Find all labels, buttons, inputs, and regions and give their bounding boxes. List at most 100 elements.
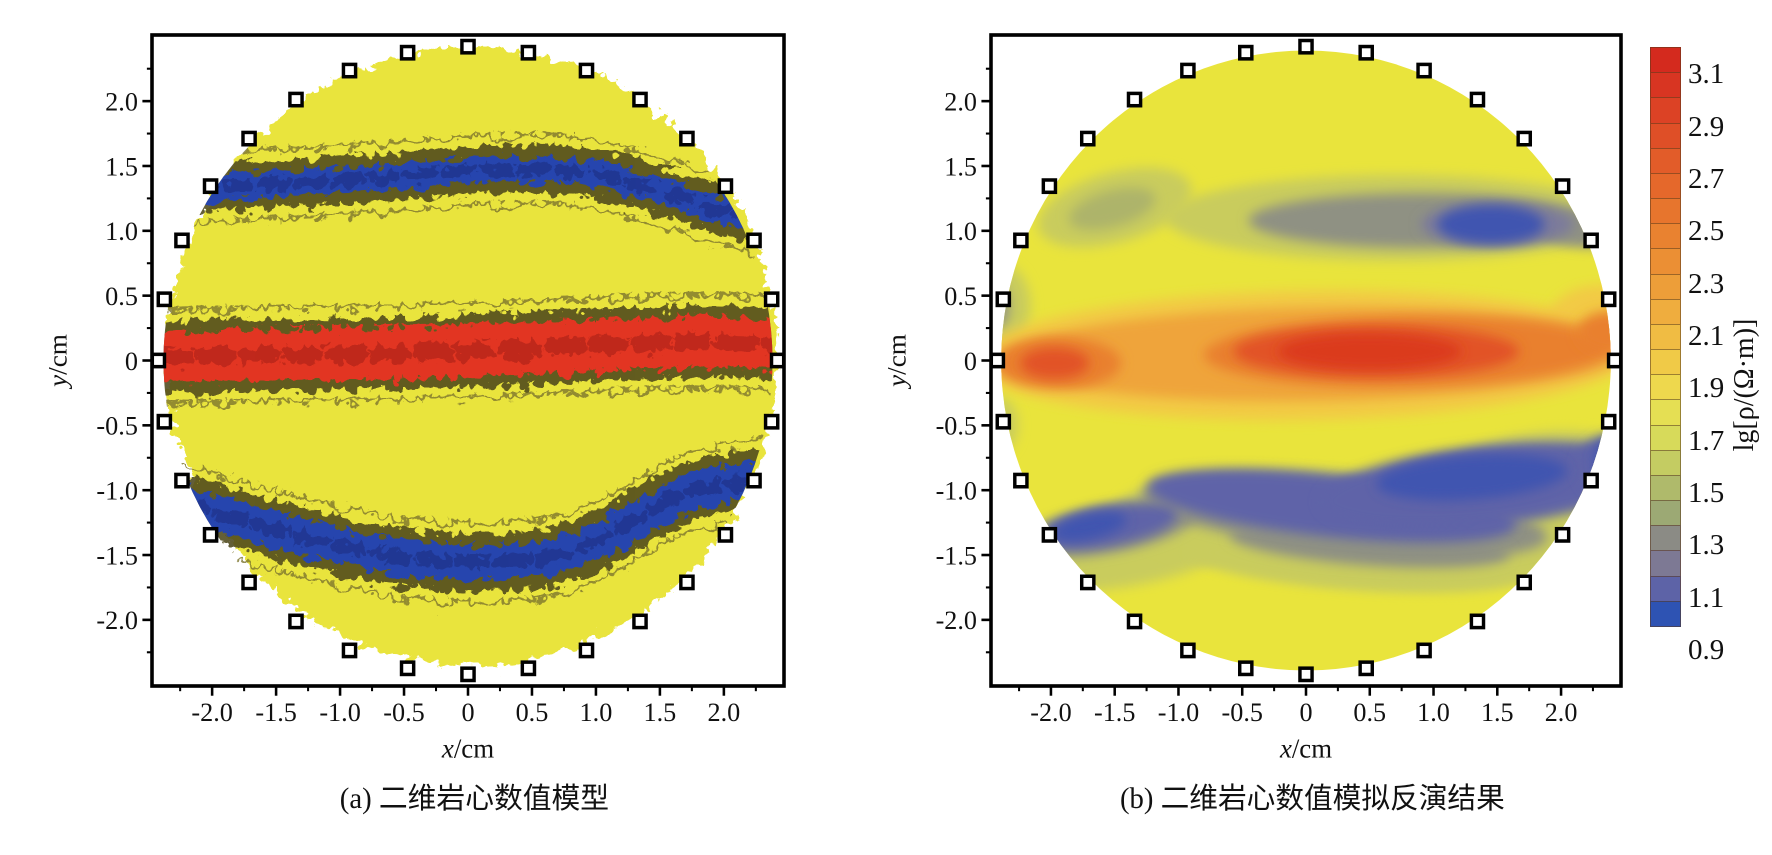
model-tick-labels: -2.0 -1.5 -1.0 -0.5 0 0.5 1.0 1.5 2.0 2.0 1.5 1.0 0.… <box>96 86 740 727</box>
colorbar-cell <box>1650 47 1681 74</box>
electrode-marker <box>1013 232 1029 249</box>
electrode-marker <box>746 232 762 249</box>
colorbar-cell <box>1650 449 1681 476</box>
x-tick-label: -1.5 <box>1094 698 1135 727</box>
electrode-marker <box>1126 613 1143 630</box>
electrode-marker <box>1013 472 1029 489</box>
y-tick-label: -0.5 <box>96 411 137 441</box>
electrode-marker <box>460 666 476 683</box>
y-tick-label: 0 <box>125 346 138 376</box>
model-caption: (a) 二维岩心数值模型 <box>340 783 609 815</box>
electrode-marker <box>1238 660 1254 677</box>
inversion-tick-labels: -2.0 -1.5 -1.0 -0.5 0 0.5 1.0 1.5 2.0 2.0 1.5 1.0 0.… <box>936 87 1578 727</box>
colorbar-cell <box>1650 399 1681 426</box>
electrode-marker <box>150 352 167 369</box>
electrode-marker <box>769 352 786 369</box>
electrode-marker <box>1416 62 1432 79</box>
electrode-marker <box>679 130 695 147</box>
electrode-marker <box>1469 613 1486 630</box>
colorbar-cell <box>1650 349 1681 376</box>
x-tick-label: 1.5 <box>1481 698 1514 727</box>
electrode-marker <box>578 642 595 659</box>
inversion-x-axis-title: x/cm <box>1279 733 1332 763</box>
y-tick-label: -1.0 <box>936 476 977 505</box>
colorbar-tick-label: 1.7 <box>1688 424 1725 457</box>
colorbar-cell <box>1650 323 1681 351</box>
y-tick-label: 2.0 <box>105 86 138 116</box>
x-tick-label: -2.0 <box>191 697 232 727</box>
electrode-marker <box>632 91 648 108</box>
y-tick-label: -1.0 <box>96 475 137 505</box>
electrode-marker <box>1079 130 1096 147</box>
electrode-marker <box>156 291 173 308</box>
electrode-marker <box>632 613 648 630</box>
x-tick-label: 1.0 <box>1417 698 1450 727</box>
colorbar-cell <box>1650 500 1681 527</box>
y-tick-label: -0.5 <box>936 411 977 440</box>
colorbar-tick-label: 2.1 <box>1688 319 1725 352</box>
colorbar-cell <box>1650 525 1681 552</box>
colorbar-tick-label: 1.3 <box>1688 529 1725 562</box>
colorbar-cell <box>1650 198 1681 225</box>
x-tick-label: -0.5 <box>383 697 424 727</box>
electrode-marker <box>717 178 734 195</box>
electrode-marker <box>174 232 190 249</box>
y-tick-label: 0 <box>964 347 977 376</box>
colorbar-cell <box>1650 600 1681 627</box>
inversion-y-axis-title: y/cm <box>882 334 912 390</box>
electrode-marker <box>399 44 416 61</box>
model-plot: -2.0 -1.5 -1.0 -0.5 0 0.5 1.0 1.5 2.0 2.0 1.5 1.0 0.… <box>42 33 786 815</box>
electrode-marker <box>1180 62 1196 79</box>
x-tick-label: -0.5 <box>1222 698 1263 727</box>
electrode-marker <box>1606 352 1623 369</box>
y-tick-label: 1.5 <box>105 151 138 181</box>
electrode-marker <box>288 613 304 630</box>
x-tick-label: -2.0 <box>1030 698 1071 727</box>
electrode-marker <box>578 62 595 79</box>
electrode-marker <box>1180 642 1196 659</box>
electrode-marker <box>1041 526 1058 543</box>
electrode-marker <box>1583 232 1599 249</box>
colorbar-tick-label: 1.5 <box>1688 476 1725 509</box>
electrode-marker <box>241 574 257 591</box>
colorbar <box>1650 47 1681 650</box>
colorbar-cell <box>1650 298 1681 325</box>
inversion-plot: -2.0 -1.5 -1.0 -0.5 0 0.5 1.0 1.5 2.0 2.0 1.5 1.0 0.… <box>882 33 1623 815</box>
x-tick-label: 1.5 <box>644 697 677 727</box>
electrode-marker <box>174 472 190 489</box>
x-tick-label: 0.5 <box>516 697 549 727</box>
electrode-marker <box>1469 91 1486 108</box>
x-tick-label: 0 <box>461 697 474 727</box>
electrode-marker <box>1238 44 1254 61</box>
electrode-marker <box>1516 574 1533 591</box>
electrode-marker <box>995 291 1012 308</box>
colorbar-tick-label: 1.1 <box>1688 581 1725 614</box>
x-tick-label: -1.0 <box>1158 698 1199 727</box>
electrode-marker <box>717 526 734 543</box>
electrode-marker <box>1079 574 1096 591</box>
colorbar-cell <box>1650 550 1681 577</box>
electrode-marker <box>399 660 416 677</box>
colorbar-cell <box>1650 223 1681 250</box>
x-tick-label: -1.0 <box>319 697 360 727</box>
electrode-marker <box>1516 130 1533 147</box>
model-x-axis-title: x/cm <box>441 733 494 763</box>
colorbar-cell <box>1650 172 1681 200</box>
y-tick-label: 1.0 <box>944 217 977 246</box>
electrode-ring <box>989 38 1623 683</box>
colorbar-cell <box>1650 97 1681 124</box>
y-tick-label: 0.5 <box>944 282 977 311</box>
electrode-marker <box>1600 413 1617 430</box>
electrode-marker <box>989 352 1006 369</box>
electrode-marker <box>1554 526 1571 543</box>
y-tick-label: 1.5 <box>944 152 977 181</box>
electrode-marker <box>746 472 762 489</box>
electrode-marker <box>1298 38 1314 55</box>
model-y-axis-title: y/cm <box>42 334 72 390</box>
colorbar-tick-label: 2.7 <box>1688 162 1725 195</box>
x-tick-label: 2.0 <box>1545 698 1578 727</box>
inversion-anomalies <box>1001 163 1611 592</box>
x-tick-label: 0 <box>1299 698 1312 727</box>
electrode-marker <box>241 130 257 147</box>
electrode-marker <box>460 38 476 55</box>
